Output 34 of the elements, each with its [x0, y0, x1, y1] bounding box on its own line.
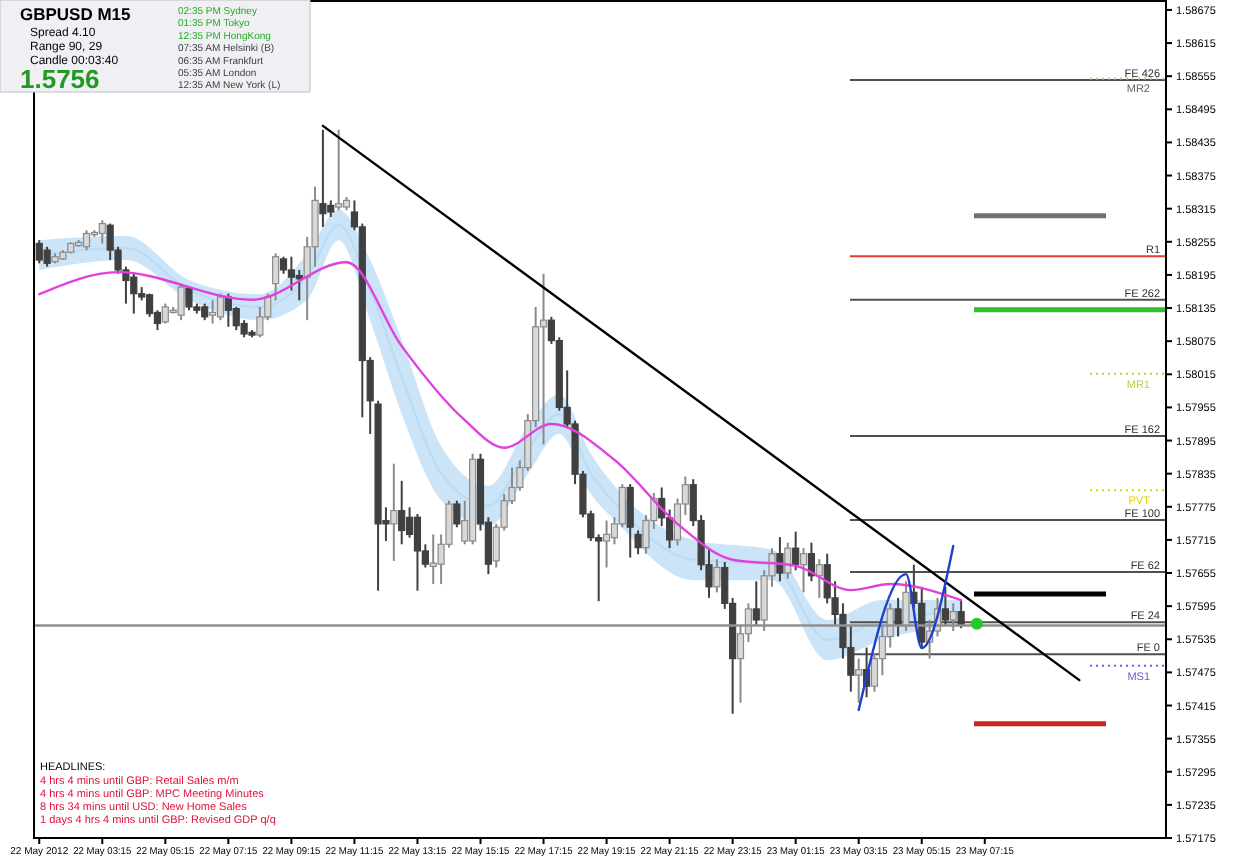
candlestick [390, 462, 398, 562]
candlestick [130, 272, 138, 315]
annotation: 1.5756 [20, 64, 100, 94]
line-series [38, 261, 963, 602]
candlestick [161, 302, 169, 325]
candlestick [287, 255, 295, 292]
candlestick [216, 292, 225, 322]
candlestick [82, 229, 91, 252]
candlestick [335, 128, 343, 212]
chart-title: GBPUSD M15 [20, 4, 132, 24]
candlestick [602, 519, 611, 569]
candlestick [272, 252, 280, 302]
candlestick [894, 596, 902, 638]
candlestick [855, 657, 863, 704]
line-series [857, 544, 955, 712]
candlestick [713, 558, 721, 594]
candlestick [429, 533, 437, 586]
candlestick [792, 530, 800, 572]
candlestick [957, 599, 965, 630]
candlestick [799, 547, 808, 594]
candlestick [98, 219, 106, 245]
candlestick [43, 245, 51, 268]
candlestick [752, 580, 760, 627]
candlestick [177, 282, 185, 322]
candlestick [319, 128, 327, 228]
candlestick [398, 479, 406, 546]
candlestick [453, 499, 461, 529]
candlestick [413, 512, 422, 592]
candlestick [626, 483, 634, 559]
candlestick [35, 239, 43, 265]
candlestick [209, 299, 217, 325]
candlestick [815, 558, 823, 599]
candlestick [776, 536, 784, 583]
candlestick [941, 585, 949, 627]
